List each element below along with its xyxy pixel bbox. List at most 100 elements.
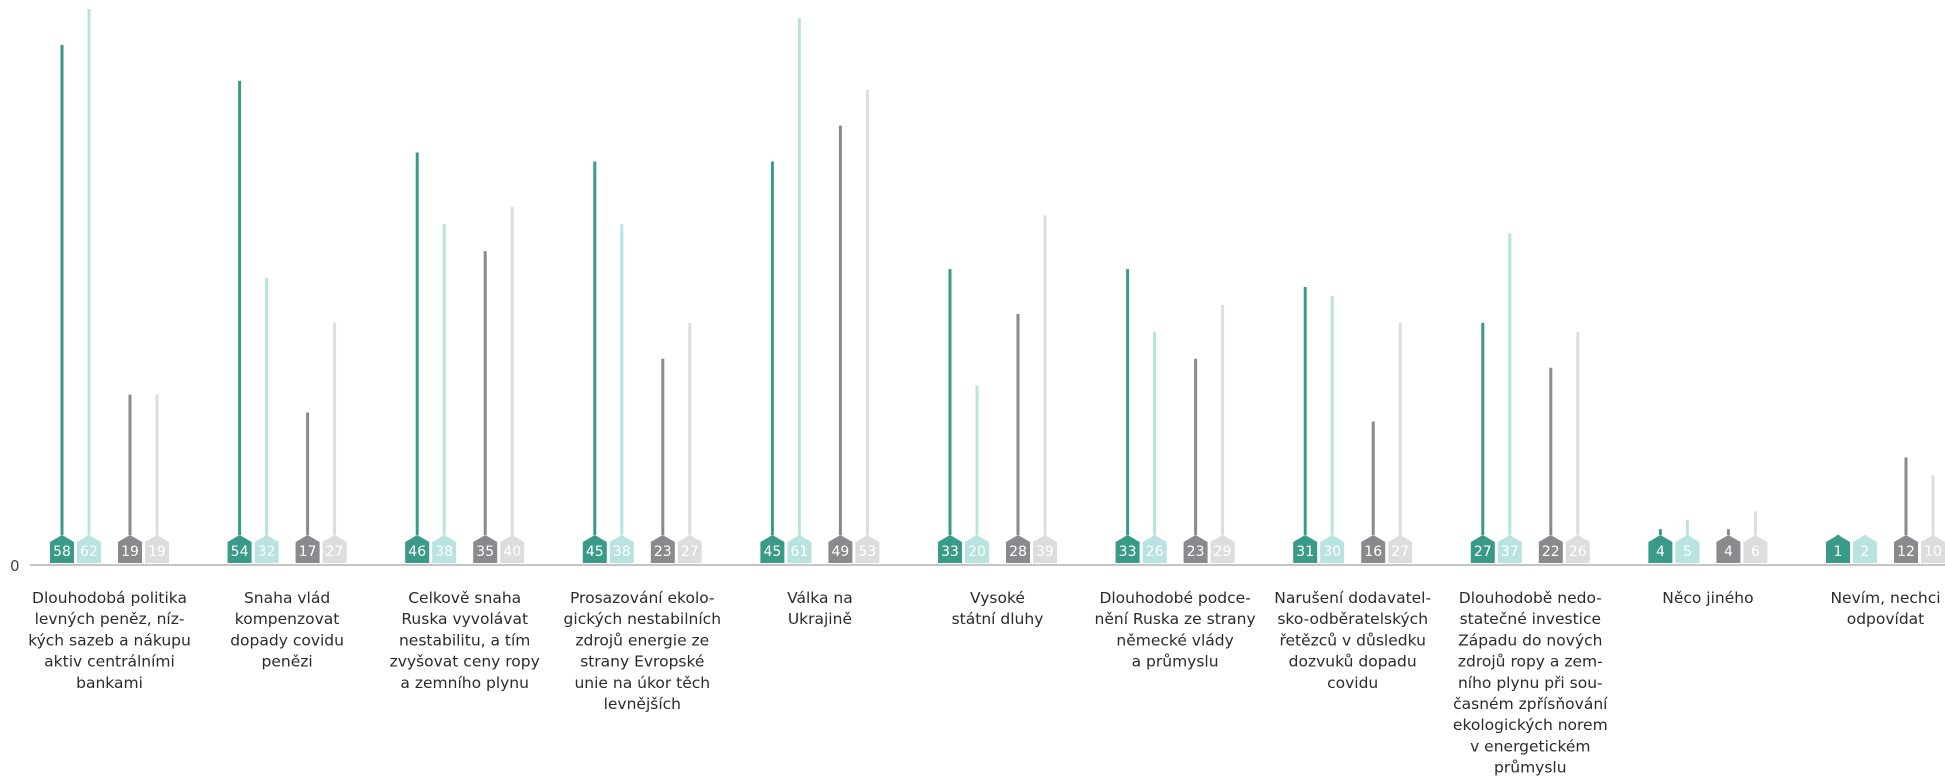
bar-value-label: 45 (586, 544, 604, 560)
bar-marker (609, 535, 634, 563)
category-label-line: levnějších (604, 695, 681, 713)
bar-marker (1675, 535, 1700, 563)
bar-value-label: 6 (1751, 544, 1760, 560)
category-label-line: kompenzovat (235, 610, 340, 628)
category-label-line: a zemního plynu (400, 674, 529, 692)
category-label-line: dopady covidu (230, 631, 344, 649)
bar-marker (227, 535, 252, 563)
bar-marker (500, 535, 525, 563)
bar-marker (473, 535, 498, 563)
bar-marker (1716, 535, 1741, 563)
bar-marker (1183, 535, 1208, 563)
category-label: Nevím, nechci odpovídat (1830, 589, 1940, 628)
category-label-line: zvyšovat ceny ropy (390, 653, 540, 671)
category-label: Dlouhodobé podce-nění Ruska ze strany něm… (1095, 589, 1256, 671)
bar-marker (1388, 535, 1413, 563)
bar-value-label: 27 (326, 544, 344, 560)
category-label: Něco jiného (1662, 589, 1753, 607)
bar-marker (1565, 535, 1590, 563)
category-label-line: a průmyslu (1132, 653, 1219, 671)
bar-value-label: 49 (831, 544, 849, 560)
category-label-line: Dlouhodobé podce- (1099, 589, 1250, 607)
bar-marker (77, 535, 101, 563)
category-label: Dlouhodobá politika levných peněz, níz-ký… (28, 589, 191, 692)
category-label-line: německé vlády (1116, 631, 1233, 649)
bar-value-label: 54 (231, 544, 249, 560)
bar-value-label: 37 (1501, 544, 1519, 560)
bar-value-label: 4 (1656, 544, 1665, 560)
y-zero-label: 0 (10, 557, 20, 575)
category-label-line: bankami (76, 674, 143, 692)
category-label-line: nění Ruska ze strany (1095, 610, 1256, 628)
category-label-line: v energetickém (1470, 737, 1590, 755)
bar-marker (295, 535, 320, 563)
bar-value-label: 1 (1834, 544, 1843, 560)
bar-value-label: 12 (1897, 544, 1915, 560)
bar-value-label: 4 (1724, 544, 1733, 560)
bar-marker (1648, 535, 1673, 563)
category-label-line: státní dluhy (952, 610, 1044, 628)
category-label-line: ekologických norem (1453, 716, 1608, 734)
bar-marker (1033, 535, 1057, 563)
bar-marker (1853, 535, 1877, 563)
category-label: Snaha vlád kompenzovat dopady covidu penězi (230, 589, 344, 671)
bar-marker (1538, 535, 1563, 563)
bar-marker (50, 535, 74, 563)
bar-marker (650, 535, 675, 563)
bar-value-label: 33 (941, 544, 959, 560)
category-label-line: unie na úkor těch (574, 674, 710, 692)
category-label-line: kých sazeb a nákupu (28, 631, 191, 649)
bar-value-label: 28 (1009, 544, 1027, 560)
category-label-line: penězi (262, 653, 313, 671)
bar-marker (1210, 535, 1235, 563)
bar-value-label: 29 (1214, 544, 1232, 560)
category-label-line: strany Evropské (580, 653, 704, 671)
bar-value-label: 39 (1036, 544, 1054, 560)
category-label: Celkově snaha Ruska vyvolávat nestabilitu,… (390, 589, 540, 692)
category-label-line: Dlouhodobá politika (32, 589, 187, 607)
category-label-line: statečné investice (1460, 610, 1601, 628)
bar-value-label: 26 (1146, 544, 1164, 560)
bar-value-label: 31 (1296, 544, 1314, 560)
category-label-line: Ukrajině (788, 610, 852, 628)
category-label-line: dozvuků dopadu (1289, 653, 1417, 671)
bar-marker (1293, 535, 1318, 563)
bar-marker (1115, 535, 1140, 563)
bar-marker (582, 535, 607, 563)
bar-value-label: 53 (858, 544, 876, 560)
category-label-line: Válka na (787, 589, 853, 607)
bar-marker (145, 535, 169, 563)
bar-marker (1006, 535, 1030, 563)
bar-value-label: 22 (1542, 544, 1560, 560)
bar-marker (787, 535, 812, 563)
category-label: Narušení dodavatel-sko-odběratelských řet… (1274, 589, 1431, 692)
bar-value-label: 33 (1119, 544, 1137, 560)
category-label: Válka na Ukrajině (787, 589, 853, 628)
bar-value-label: 40 (503, 544, 521, 560)
bar-value-label: 19 (148, 544, 166, 560)
category-label-line: zdrojů energie ze (575, 631, 709, 649)
bar-marker (1320, 535, 1345, 563)
bar-marker (1826, 535, 1850, 563)
category-label-line: nestabilitu, a tím (399, 631, 530, 649)
bar-value-label: 32 (258, 544, 276, 560)
bar-value-label: 45 (763, 544, 781, 560)
category-label-line: gických nestabilních (564, 610, 721, 628)
category-label-line: Něco jiného (1662, 589, 1753, 607)
bar-value-label: 27 (681, 544, 699, 560)
bar-value-label: 35 (476, 544, 494, 560)
category-label-line: Prosazování ekolo- (570, 589, 715, 607)
bar-marker (254, 535, 279, 563)
category-label-line: průmyslu (1494, 759, 1567, 776)
category-labels-layer: Dlouhodobá politika levných peněz, níz-ký… (28, 589, 1940, 776)
bar-value-label: 30 (1323, 544, 1341, 560)
bar-marker (760, 535, 785, 563)
category-label-line: Západu do nových (1458, 631, 1602, 649)
bar-marker (1470, 535, 1495, 563)
category-label-line: Vysoké (970, 589, 1025, 607)
category-label: Prosazování ekolo-gických nestabilních zd… (564, 589, 721, 713)
bar-value-label: 5 (1683, 544, 1692, 560)
bar-value-label: 38 (435, 544, 453, 560)
bar-marker (828, 535, 853, 563)
bar-value-label: 61 (790, 544, 808, 560)
